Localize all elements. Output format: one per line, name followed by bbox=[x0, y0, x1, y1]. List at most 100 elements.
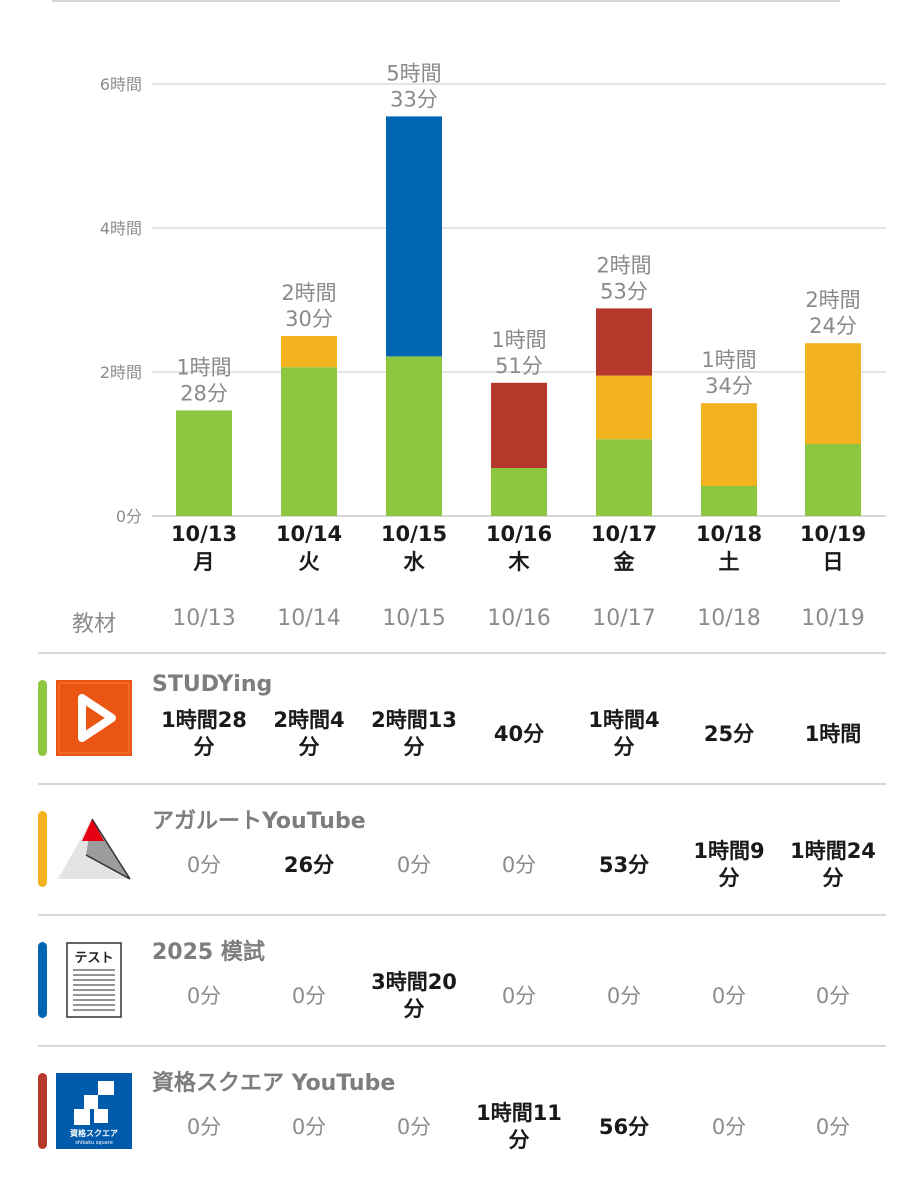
bar-segment bbox=[805, 444, 861, 516]
bar-total-label: 51分 bbox=[495, 354, 543, 378]
material-time-cell: 0分 bbox=[467, 852, 571, 879]
table-header-date: 10/16 bbox=[487, 606, 551, 631]
row-divider bbox=[38, 652, 886, 654]
material-time-cell: 2時間13 分 bbox=[362, 707, 466, 761]
material-name: 2025 模試 bbox=[152, 940, 265, 965]
material-time-cell: 0分 bbox=[781, 983, 885, 1010]
x-tick-weekday: 日 bbox=[823, 550, 844, 574]
bar-segment bbox=[491, 468, 547, 516]
time-text: 0分 bbox=[186, 852, 222, 877]
bar-segment bbox=[805, 343, 861, 444]
x-tick-date: 10/19 bbox=[800, 522, 866, 546]
bar-total-label: 34分 bbox=[705, 374, 753, 398]
bar-total-label: 33分 bbox=[390, 87, 438, 111]
test-paper-label: テスト bbox=[74, 951, 113, 966]
bar-total-label: 5時間 bbox=[386, 61, 441, 85]
y-tick-label: 0分 bbox=[116, 507, 142, 526]
weekly-study-chart: 6時間4時間2時間0分1時間28分10/13月2時間30分10/14火5時間33… bbox=[100, 61, 886, 574]
agaroot-logo-icon bbox=[56, 811, 132, 887]
bar-segment bbox=[491, 382, 547, 468]
time-text: 0分 bbox=[396, 852, 432, 877]
time-text: 0分 bbox=[501, 852, 537, 877]
material-time-cell: 0分 bbox=[152, 983, 256, 1010]
bar-total-label: 1時間 bbox=[701, 348, 756, 372]
time-text: 0分 bbox=[291, 1114, 327, 1139]
time-text: 0分 bbox=[815, 983, 851, 1008]
material-name: アガルートYouTube bbox=[152, 809, 366, 834]
bar-segment bbox=[596, 439, 652, 516]
bar-segment bbox=[596, 375, 652, 440]
time-text: 2時間4 bbox=[273, 708, 345, 732]
time-text: 0分 bbox=[711, 983, 747, 1008]
time-text: 40分 bbox=[493, 721, 545, 746]
bar-total-label: 2時間 bbox=[805, 288, 860, 312]
x-tick-weekday: 木 bbox=[508, 550, 531, 574]
material-time-cell: 0分 bbox=[572, 983, 676, 1010]
shikaku-square-logo-icon: 資格スクエア shikaku square bbox=[56, 1073, 132, 1149]
bar-total-label: 28分 bbox=[180, 381, 228, 405]
table-header-date: 10/19 bbox=[801, 606, 865, 631]
x-tick-date: 10/16 bbox=[486, 522, 552, 546]
material-time-cell: 0分 bbox=[152, 852, 256, 879]
time-text: 0分 bbox=[396, 1114, 432, 1139]
material-time-cell: 1時間11 分 bbox=[467, 1100, 571, 1154]
time-text: 0分 bbox=[186, 1114, 222, 1139]
material-time-cell: 1時間9 分 bbox=[677, 838, 781, 892]
time-text: 分 bbox=[403, 735, 425, 759]
time-text: 分 bbox=[298, 735, 320, 759]
time-text: 分 bbox=[718, 866, 740, 890]
material-time-cell: 0分 bbox=[781, 1114, 885, 1141]
bar-segment bbox=[281, 367, 337, 516]
x-tick-date: 10/15 bbox=[381, 522, 447, 546]
time-text: 1時間11 bbox=[476, 1101, 562, 1125]
material-time-cell: 1時間28 分 bbox=[152, 707, 256, 761]
row-divider bbox=[38, 914, 886, 916]
table-header-date: 10/13 bbox=[172, 606, 236, 631]
bar-segment bbox=[176, 410, 232, 516]
bar-segment bbox=[281, 336, 337, 368]
material-time-cell: 2時間4 分 bbox=[257, 707, 361, 761]
material-time-cell: 25分 bbox=[677, 721, 781, 748]
time-text: 分 bbox=[822, 866, 844, 890]
material-row: 資格スクエア shikaku square 資格スクエア YouTube 0分 0分… bbox=[0, 1047, 923, 1177]
x-tick-date: 10/17 bbox=[591, 522, 657, 546]
material-time-cell: 0分 bbox=[677, 1114, 781, 1141]
top-divider bbox=[52, 0, 840, 2]
table-header-date: 10/18 bbox=[697, 606, 761, 631]
material-time-cell: 40分 bbox=[467, 721, 571, 748]
material-time-cell: 1時間4 分 bbox=[572, 707, 676, 761]
table-header-material: 教材 bbox=[71, 612, 116, 637]
bar-total-label: 1時間 bbox=[176, 355, 231, 379]
x-tick-weekday: 火 bbox=[299, 550, 320, 574]
studying-play-icon bbox=[56, 680, 132, 756]
time-text: 2時間13 bbox=[371, 708, 457, 732]
x-tick-weekday: 水 bbox=[404, 550, 426, 574]
time-text: 26分 bbox=[283, 852, 335, 877]
x-tick-date: 10/13 bbox=[171, 522, 237, 546]
shikaku-logo-subtext: shikaku square bbox=[75, 1140, 113, 1146]
time-text: 分 bbox=[193, 735, 215, 759]
material-time-cell: 0分 bbox=[677, 983, 781, 1010]
bar-total-label: 2時間 bbox=[596, 253, 651, 277]
table-header-date: 10/14 bbox=[277, 606, 341, 631]
x-tick-date: 10/18 bbox=[696, 522, 762, 546]
material-time-cell: 26分 bbox=[257, 852, 361, 879]
bar-total-label: 1時間 bbox=[491, 328, 546, 352]
bar-total-label: 24分 bbox=[809, 314, 857, 338]
time-text: 分 bbox=[403, 997, 425, 1021]
material-color-indicator bbox=[38, 942, 47, 1018]
x-tick-weekday: 月 bbox=[193, 550, 215, 574]
table-header: 教材 10/13 10/14 10/15 10/16 10/17 10/18 10/19 bbox=[0, 600, 923, 644]
material-row: STUDYing 1時間28 分 2時間4 分 2時間13 分 40分 1時間4 分 25分 1時間 bbox=[0, 654, 923, 784]
material-time-cell: 0分 bbox=[152, 1114, 256, 1141]
row-divider bbox=[38, 1045, 886, 1047]
material-name: 資格スクエア YouTube bbox=[152, 1071, 396, 1096]
row-divider bbox=[38, 783, 886, 785]
material-time-cell: 0分 bbox=[257, 1114, 361, 1141]
bar-segment bbox=[701, 486, 757, 516]
time-text: 56分 bbox=[598, 1114, 650, 1139]
bar-segment bbox=[596, 308, 652, 376]
time-text: 1時間 bbox=[804, 721, 862, 746]
time-text: 53分 bbox=[598, 852, 650, 877]
material-time-cell: 1時間 bbox=[781, 721, 885, 748]
